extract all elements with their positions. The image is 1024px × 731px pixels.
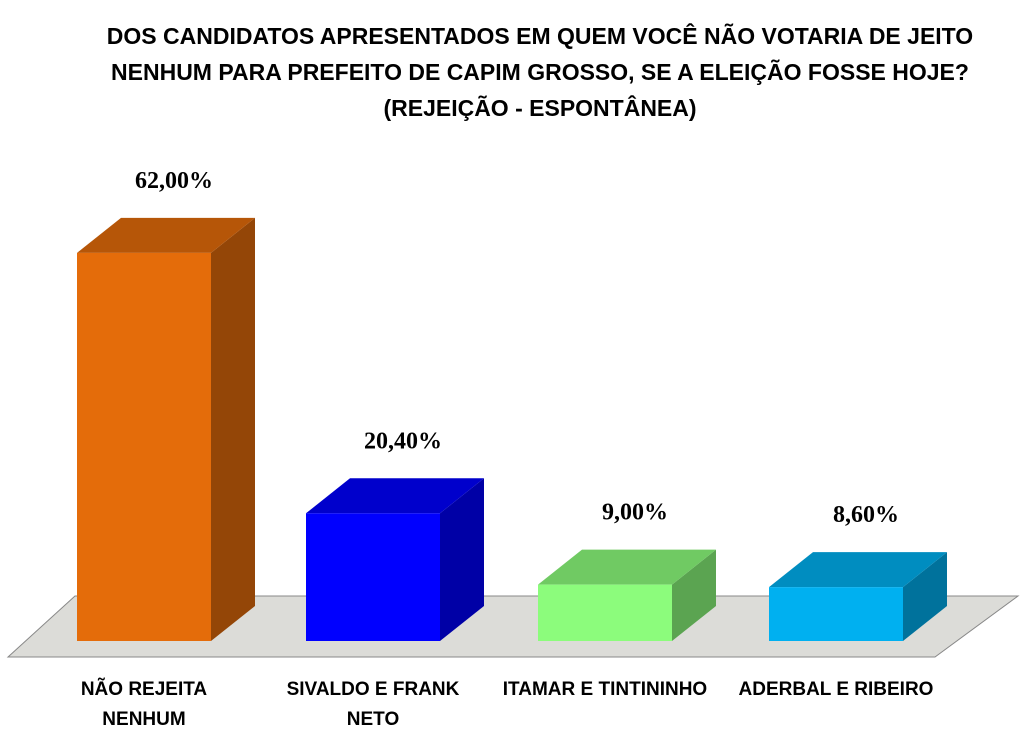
bar [769, 552, 947, 641]
bar-front [769, 587, 903, 641]
bar [538, 549, 716, 641]
bar [306, 478, 484, 641]
bar-side [903, 552, 947, 641]
x-tick-label: NÃO REJEITA NENHUM [80, 679, 208, 730]
bar-front [538, 584, 672, 641]
x-tick-label: ADERBAL E RIBEIRO [738, 679, 934, 700]
bar [77, 217, 255, 641]
floor [6, 595, 1020, 658]
bar-front [77, 252, 211, 641]
value-label: 8,60% [833, 502, 899, 528]
bar-side [440, 478, 484, 641]
bar-top [538, 549, 716, 585]
x-tick-label: SIVALDO E FRANK NETO [286, 679, 460, 730]
bar-front [306, 513, 440, 641]
value-label: 20,40% [364, 428, 442, 454]
value-label: 62,00% [135, 168, 213, 194]
x-tick-label: ITAMAR E TINTININHO [502, 679, 708, 700]
chart-title: DOS CANDIDATOS APRESENTADOS EM QUEM VOCÊ… [106, 23, 974, 121]
bar-top [77, 217, 255, 253]
value-label: 9,00% [602, 500, 668, 526]
bar-side [672, 549, 716, 641]
bar-side [211, 217, 255, 641]
bar-top [306, 478, 484, 514]
bar-top [769, 552, 947, 588]
